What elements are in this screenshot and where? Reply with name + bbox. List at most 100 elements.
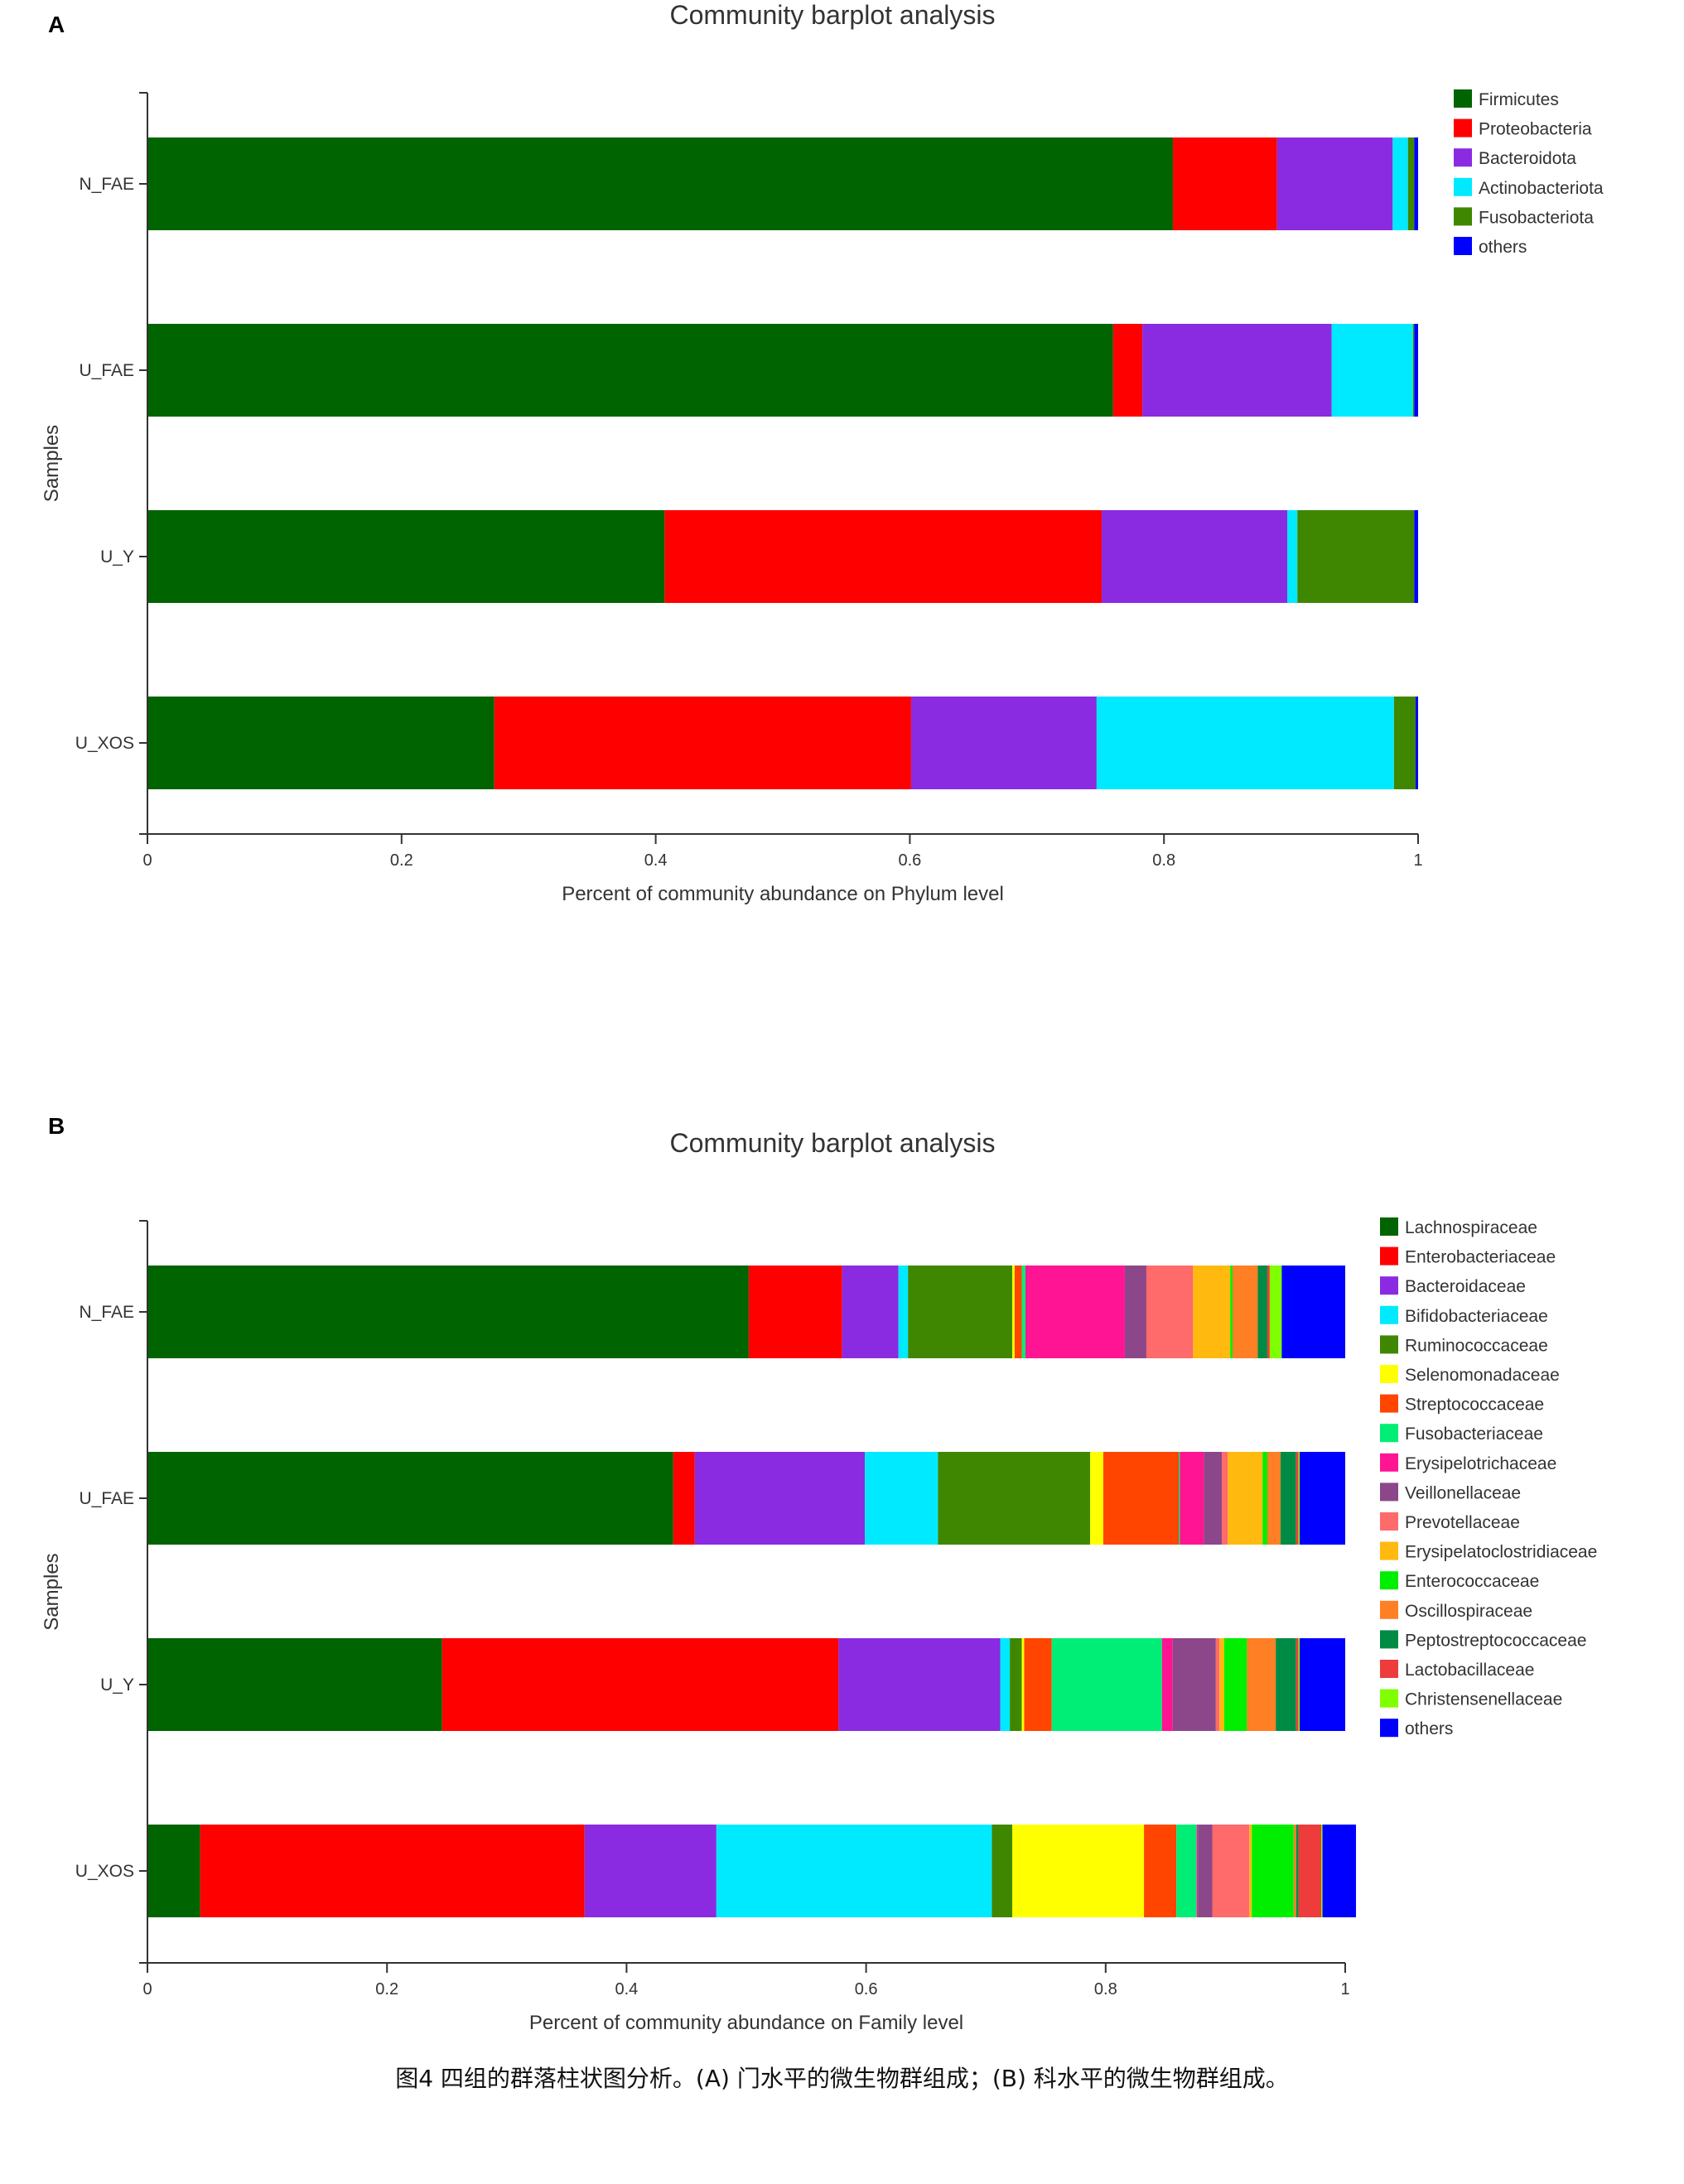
bar-segment-u-y-9 bbox=[1161, 1638, 1173, 1731]
x-tick-label: 1 bbox=[1340, 1980, 1349, 1998]
bar-segment-u-fae-4 bbox=[1331, 324, 1413, 417]
y-tick-label: U_FAE bbox=[79, 1489, 134, 1508]
legend-label: Firmicutes bbox=[1479, 90, 1559, 109]
chart-title-a: Community barplot analysis bbox=[669, 0, 996, 30]
bar-segment-u-fae-10 bbox=[1204, 1452, 1223, 1545]
legend-swatch bbox=[1454, 89, 1472, 108]
x-tick-label: 0.4 bbox=[615, 1980, 638, 1998]
legend-swatch bbox=[1454, 177, 1472, 196]
bar-segment-u-fae-3 bbox=[694, 1452, 866, 1545]
bar-segment-n-fae-13 bbox=[1230, 1266, 1233, 1358]
legend-label: Fusobacteriota bbox=[1479, 208, 1594, 227]
family-barplot: N_FAE U_FAE U_Y U_XOS 0 0.2 0.4 0.6 0.8 1 Percent … bbox=[41, 1217, 1597, 2034]
bar-segment-u-fae-12 bbox=[1228, 1452, 1263, 1545]
bar-segment-u-xos-12 bbox=[1249, 1825, 1252, 1917]
bar-segment-u-y-5 bbox=[1010, 1638, 1022, 1731]
legend-swatch bbox=[1380, 1365, 1398, 1383]
bar-segment-u-fae-6 bbox=[1090, 1452, 1103, 1545]
bar-segment-n-fae-18 bbox=[1281, 1266, 1345, 1358]
bar-segment-u-xos-5 bbox=[992, 1825, 1013, 1917]
legend-swatch bbox=[1380, 1483, 1398, 1502]
legend-swatch bbox=[1380, 1719, 1398, 1738]
bar-segment-u-y-3 bbox=[838, 1638, 1001, 1731]
bar-segment-u-y-8 bbox=[1051, 1638, 1162, 1731]
bar-segment-u-fae-2 bbox=[673, 1452, 695, 1545]
bar-segment-n-fae-6 bbox=[1414, 137, 1418, 230]
legend-swatch bbox=[1454, 148, 1472, 167]
legend-label: Christensenellaceae bbox=[1405, 1690, 1562, 1709]
x-axis-label: Percent of community abundance on Family… bbox=[529, 2012, 963, 2034]
bar-segment-u-y-18 bbox=[1300, 1638, 1345, 1731]
bar-segment-n-fae-1 bbox=[147, 1266, 749, 1358]
bar-segment-u-fae-1 bbox=[147, 324, 1113, 417]
bar-segment-u-fae-8 bbox=[1179, 1452, 1180, 1545]
bar-segment-u-y-1 bbox=[147, 1638, 442, 1731]
bar-segment-u-y-2 bbox=[442, 1638, 839, 1731]
bar-segment-n-fae-2 bbox=[748, 1266, 842, 1358]
y-tick-label: N_FAE bbox=[79, 1303, 134, 1322]
bar-segment-n-fae-9 bbox=[1025, 1266, 1125, 1358]
legend-swatch bbox=[1380, 1571, 1398, 1590]
bar-segment-n-fae-10 bbox=[1124, 1266, 1146, 1358]
legend-label: Lachnospiraceae bbox=[1405, 1218, 1537, 1237]
bar-segment-u-y-4 bbox=[1286, 510, 1298, 603]
phylum-barplot: N_FAE U_FAE U_Y U_XOS 0 0.2 0.4 0.6 0.8 1 Percent … bbox=[41, 89, 1604, 905]
bar-segment-u-fae-13 bbox=[1262, 1452, 1268, 1545]
legend-label: others bbox=[1479, 238, 1527, 257]
bar-segment-u-xos-2 bbox=[200, 1825, 585, 1917]
legend-label: Lactobacillaceae bbox=[1405, 1661, 1534, 1680]
bar-segment-u-fae-9 bbox=[1180, 1452, 1204, 1545]
legend-swatch bbox=[1380, 1217, 1398, 1236]
legend-swatch bbox=[1380, 1424, 1398, 1443]
bar-segment-u-xos-2 bbox=[494, 697, 911, 789]
legend-label: Veillonellaceae bbox=[1405, 1483, 1521, 1502]
bar-segment-u-xos-13 bbox=[1252, 1825, 1294, 1917]
legend-swatch bbox=[1380, 1512, 1398, 1531]
bar-segment-u-fae-2 bbox=[1112, 324, 1143, 417]
bar-segment-n-fae-16 bbox=[1267, 1266, 1270, 1358]
bar-segment-n-fae-11 bbox=[1146, 1266, 1194, 1358]
bar-segment-u-y-12 bbox=[1219, 1638, 1224, 1731]
legend-swatch bbox=[1380, 1660, 1398, 1678]
bar-segment-n-fae-5 bbox=[908, 1266, 1013, 1358]
bar-segment-n-fae-12 bbox=[1193, 1266, 1231, 1358]
x-tick-label: 0.8 bbox=[1094, 1980, 1117, 1998]
bar-segment-u-y-7 bbox=[1024, 1638, 1052, 1731]
bar-segment-u-fae-15 bbox=[1280, 1452, 1296, 1545]
bar-segment-u-xos-1 bbox=[147, 697, 495, 789]
bar-segment-u-fae-5 bbox=[938, 1452, 1091, 1545]
x-axis-label: Percent of community abundance on Phylum… bbox=[562, 883, 1004, 905]
legend-label: Streptococcaceae bbox=[1405, 1396, 1544, 1415]
legend-label: Prevotellaceae bbox=[1405, 1513, 1520, 1532]
y-tick-label: U_XOS bbox=[75, 1862, 134, 1881]
legend-swatch bbox=[1380, 1600, 1398, 1619]
bar-segment-n-fae-14 bbox=[1233, 1266, 1258, 1358]
legend-label: Proteobacteria bbox=[1479, 120, 1592, 139]
legend-swatch bbox=[1380, 1394, 1398, 1413]
x-tick-label: 0.4 bbox=[644, 851, 668, 870]
bar-segment-u-y-4 bbox=[1000, 1638, 1011, 1731]
legend-label: Selenomonadaceae bbox=[1405, 1366, 1560, 1385]
legend-swatch bbox=[1454, 237, 1472, 255]
x-tick-label: 0 bbox=[142, 1980, 152, 1998]
legend-label: Bacteroidaceae bbox=[1405, 1277, 1526, 1296]
bar-segment-n-fae-15 bbox=[1257, 1266, 1268, 1358]
legend-swatch bbox=[1380, 1276, 1398, 1295]
x-tick-label: 0.6 bbox=[898, 851, 921, 870]
x-tick-label: 0 bbox=[142, 851, 152, 870]
y-axis-label: Samples bbox=[41, 425, 63, 502]
legend-swatch bbox=[1380, 1689, 1398, 1708]
legend-label: Ruminococcaceae bbox=[1405, 1336, 1548, 1355]
bar-segment-u-xos-4 bbox=[1096, 697, 1394, 789]
bar-segment-u-y-5 bbox=[1297, 510, 1415, 603]
bar-segment-u-fae-18 bbox=[1300, 1452, 1345, 1545]
legend-swatch bbox=[1454, 207, 1472, 226]
legend-swatch bbox=[1454, 118, 1472, 137]
legend-label: Erysipelatoclostridiaceae bbox=[1405, 1543, 1597, 1562]
legend-label: Actinobacteriota bbox=[1479, 179, 1604, 198]
bar-segment-n-fae-8 bbox=[1021, 1266, 1025, 1358]
bar-segment-u-xos-14 bbox=[1293, 1825, 1296, 1917]
legend-label: Bacteroidota bbox=[1479, 149, 1576, 168]
x-tick-label: 0.6 bbox=[855, 1980, 878, 1998]
bar-segment-u-fae-14 bbox=[1267, 1452, 1281, 1545]
